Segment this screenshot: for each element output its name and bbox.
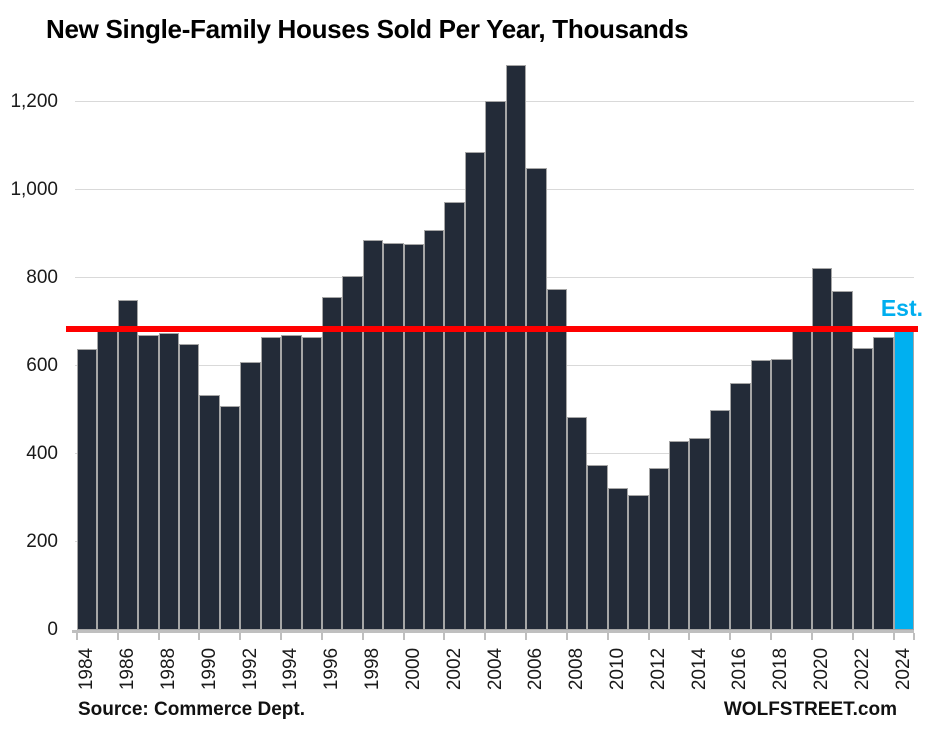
x-axis-label-2018: 2018 [770,647,792,691]
bar-2007 [546,289,567,630]
x-axis-label-2012: 2012 [647,647,669,691]
bar-1996 [321,297,343,630]
x-axis-tick [116,633,119,640]
x-axis-label-1986: 1986 [117,647,139,691]
x-axis-label-2010: 2010 [606,647,628,691]
x-axis-label-1988: 1988 [157,647,179,691]
x-axis-tick [443,633,446,640]
bar-2017 [750,360,772,630]
x-axis-label-2014: 2014 [688,647,710,691]
bar-2004 [485,101,506,630]
bar-1991 [219,406,241,630]
y-axis-label-400: 400 [26,443,58,464]
x-axis-label-1994: 1994 [280,647,302,691]
bar-1984 [77,349,98,630]
x-axis-label-1998: 1998 [362,647,383,691]
x-axis-tick [729,633,732,640]
x-axis-label-2006: 2006 [525,647,547,691]
bar-2012 [648,468,670,630]
source-note: Source: Commerce Dept. [78,699,306,720]
x-axis-tick [239,633,242,640]
y-axis-label-1200: 1,200 [10,91,58,112]
bar-1994 [281,335,302,630]
x-axis-label-1990: 1990 [198,647,220,691]
bar-2013 [669,441,690,630]
x-axis-label-1992: 1992 [239,647,261,691]
reference-line [66,325,918,332]
x-axis-label-2002: 2002 [443,647,465,691]
x-axis-line [72,630,914,633]
x-axis-tick [810,633,813,640]
x-axis-tick [647,633,650,640]
bar-2003 [464,152,486,630]
y-axis-label-800: 800 [26,267,58,288]
x-axis-label-2008: 2008 [566,647,588,691]
x-axis-label-2024: 2024 [892,647,914,691]
bar-2002 [444,202,465,630]
bar-1999 [383,243,404,630]
bar-1997 [342,276,363,630]
x-axis-tick [565,633,568,640]
bar-1986 [117,300,139,630]
x-axis-tick [402,633,405,640]
x-axis-tick [851,633,854,640]
x-axis-tick [913,633,915,640]
x-axis-label-2022: 2022 [851,647,873,691]
bar-2001 [424,230,445,630]
bar-1987 [138,335,159,630]
x-axis-tick [770,633,773,640]
bar-2021 [832,291,853,630]
chart-title: New Single-Family Houses Sold Per Year, … [46,14,689,44]
y-axis-label-600: 600 [26,355,58,376]
bar-2020 [811,268,833,630]
x-axis-tick [157,633,160,640]
bar-1998 [362,240,384,630]
estimate-label: Est. [880,295,923,321]
bar-2006 [526,168,547,630]
x-axis-tick [280,633,283,640]
bar-2011 [628,495,649,630]
bar-2022 [852,348,874,630]
y-axis-label-0: 0 [47,619,58,640]
x-axis-tick [484,633,487,640]
bar-2019 [791,329,812,630]
y-axis-label-1000: 1,000 [10,179,58,200]
bar-1988 [158,333,180,630]
bar-2000 [403,244,425,630]
bar-2016 [730,383,751,630]
y-axis-label-200: 200 [26,531,58,552]
x-axis-label-2020: 2020 [811,647,833,691]
bar-1985 [97,327,118,630]
x-axis-label-1996: 1996 [321,647,343,691]
x-axis-tick [198,633,201,640]
bar-2009 [587,465,608,630]
bar-1993 [260,337,282,630]
bar-2018 [771,359,792,630]
bar-1989 [179,344,200,630]
bar-2010 [607,488,629,630]
x-axis-tick [688,633,691,640]
x-axis-label-1984: 1984 [76,647,98,691]
x-axis-label-2004: 2004 [484,647,506,691]
x-axis-tick [525,633,528,640]
bar-1990 [199,395,220,630]
x-axis-tick [361,633,364,640]
x-axis-tick [606,633,609,640]
x-axis-tick [320,633,323,640]
wolfstreet-branding: WOLFSTREET.com [723,699,897,720]
bar-1995 [301,337,322,630]
x-axis-label-2016: 2016 [729,647,751,691]
x-axis-label-2000: 2000 [402,647,424,691]
x-axis-tick [892,633,895,640]
bar-2015 [709,410,731,630]
bar-2008 [566,417,588,630]
bar-2014 [689,438,710,630]
bar-2023 [873,337,894,630]
plot-area [75,58,914,630]
x-axis-tick [76,633,78,640]
bar-1992 [240,362,261,630]
bar-2005 [505,65,527,630]
bar-2024-estimate [893,329,914,630]
